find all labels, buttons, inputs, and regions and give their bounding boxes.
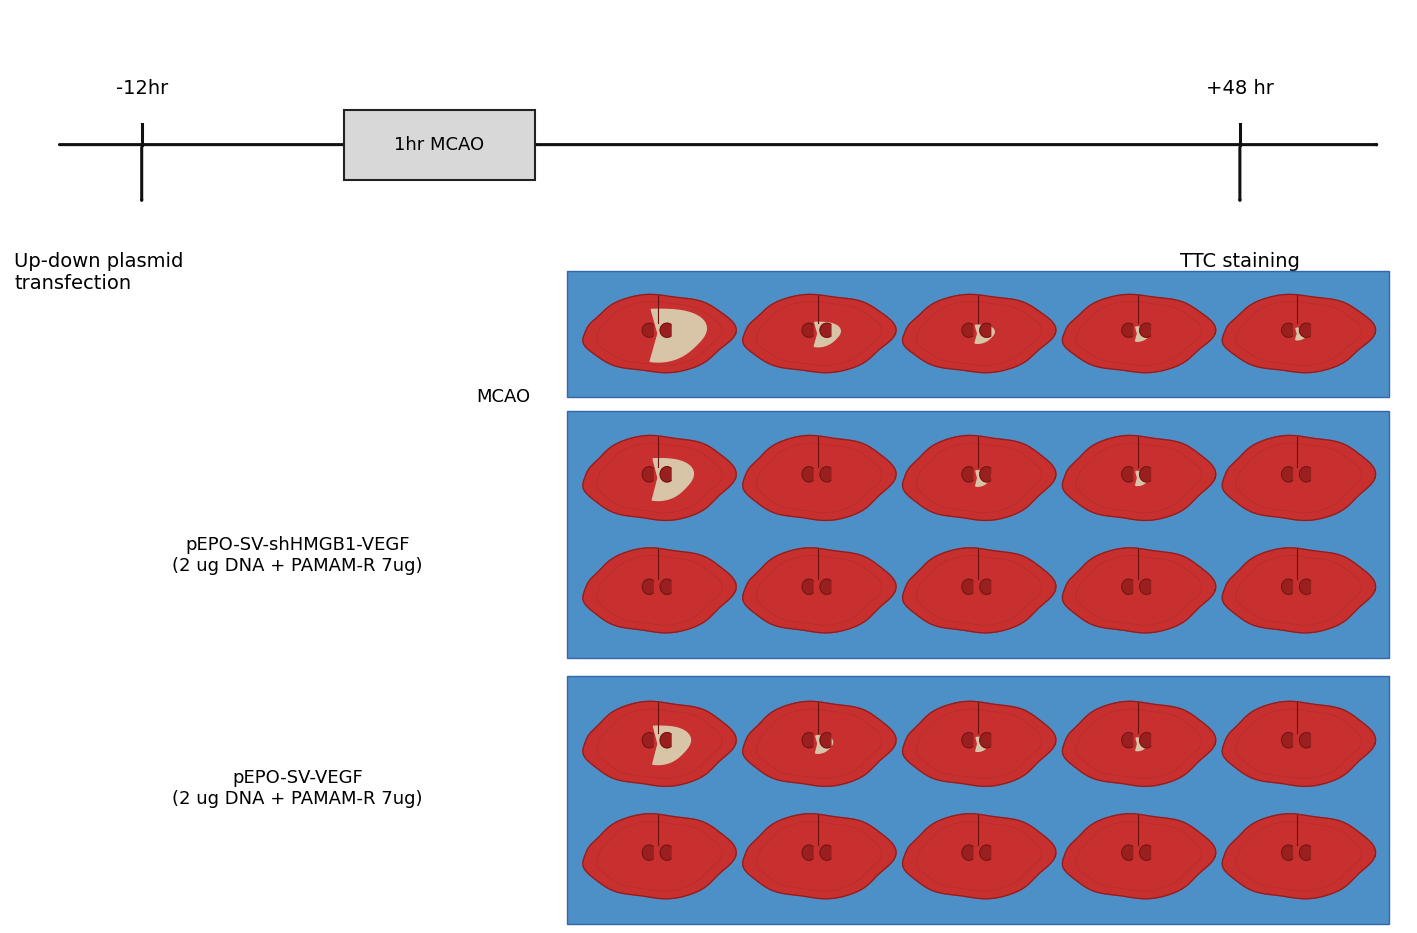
Polygon shape	[660, 732, 672, 748]
Polygon shape	[903, 295, 1056, 372]
Polygon shape	[962, 323, 973, 337]
Polygon shape	[962, 466, 973, 482]
Polygon shape	[1223, 814, 1376, 898]
Polygon shape	[1299, 466, 1311, 482]
Polygon shape	[1223, 436, 1376, 521]
Polygon shape	[743, 548, 896, 633]
Polygon shape	[802, 579, 813, 594]
Bar	[567, 676, 1389, 924]
Polygon shape	[820, 845, 830, 860]
Polygon shape	[1139, 323, 1151, 337]
Polygon shape	[1063, 702, 1216, 787]
Polygon shape	[802, 845, 813, 860]
Polygon shape	[976, 471, 990, 486]
Polygon shape	[1295, 328, 1308, 340]
Polygon shape	[815, 322, 840, 347]
Polygon shape	[820, 323, 830, 337]
Polygon shape	[979, 579, 990, 594]
Text: pEPO-SV-VEGF
(2 ug DNA + PAMAM-R 7ug): pEPO-SV-VEGF (2 ug DNA + PAMAM-R 7ug)	[173, 769, 422, 808]
Polygon shape	[1135, 471, 1149, 485]
Polygon shape	[1139, 466, 1151, 482]
Polygon shape	[582, 702, 737, 787]
Polygon shape	[642, 845, 653, 860]
Polygon shape	[962, 845, 973, 860]
Polygon shape	[1122, 732, 1132, 748]
Polygon shape	[1223, 548, 1376, 633]
Bar	[567, 271, 1389, 397]
Polygon shape	[1122, 323, 1132, 337]
Polygon shape	[743, 814, 896, 898]
Text: 1hr MCAO: 1hr MCAO	[394, 135, 485, 154]
Polygon shape	[642, 466, 653, 482]
Polygon shape	[1063, 814, 1216, 898]
Polygon shape	[979, 845, 990, 860]
Polygon shape	[1281, 732, 1292, 748]
Polygon shape	[582, 814, 737, 898]
Polygon shape	[652, 459, 693, 500]
Polygon shape	[1139, 845, 1151, 860]
Polygon shape	[802, 466, 813, 482]
Polygon shape	[1139, 579, 1151, 594]
FancyBboxPatch shape	[344, 110, 536, 179]
Polygon shape	[1063, 436, 1216, 521]
Polygon shape	[743, 436, 896, 521]
Polygon shape	[975, 326, 995, 343]
Polygon shape	[1122, 466, 1132, 482]
Polygon shape	[1281, 579, 1292, 594]
Polygon shape	[1299, 732, 1311, 748]
Polygon shape	[650, 310, 706, 362]
Polygon shape	[820, 732, 830, 748]
Polygon shape	[816, 736, 833, 753]
Text: MCAO: MCAO	[476, 387, 530, 406]
Polygon shape	[1063, 295, 1216, 372]
Polygon shape	[660, 466, 672, 482]
Polygon shape	[582, 548, 737, 633]
Polygon shape	[1139, 732, 1151, 748]
Polygon shape	[743, 295, 896, 372]
Polygon shape	[802, 323, 813, 337]
Polygon shape	[660, 323, 672, 337]
Text: TTC staining: TTC staining	[1180, 252, 1299, 271]
Bar	[567, 411, 1389, 658]
Polygon shape	[820, 579, 830, 594]
Polygon shape	[802, 732, 813, 748]
Polygon shape	[1122, 579, 1132, 594]
Text: -12hr: -12hr	[116, 79, 167, 98]
Polygon shape	[1299, 323, 1311, 337]
Polygon shape	[903, 548, 1056, 633]
Polygon shape	[642, 732, 653, 748]
Polygon shape	[642, 579, 653, 594]
Polygon shape	[582, 436, 737, 521]
Polygon shape	[1281, 323, 1292, 337]
Text: pEPO-SV-shHMGB1-VEGF
(2 ug DNA + PAMAM-R 7ug): pEPO-SV-shHMGB1-VEGF (2 ug DNA + PAMAM-R…	[173, 536, 422, 575]
Polygon shape	[979, 466, 990, 482]
Polygon shape	[582, 295, 737, 372]
Polygon shape	[962, 579, 973, 594]
Polygon shape	[903, 436, 1056, 521]
Polygon shape	[1136, 738, 1148, 751]
Polygon shape	[653, 726, 690, 764]
Polygon shape	[1122, 845, 1132, 860]
Polygon shape	[1299, 579, 1311, 594]
Polygon shape	[1063, 548, 1216, 633]
Polygon shape	[962, 732, 973, 748]
Text: Up-down plasmid
transfection: Up-down plasmid transfection	[14, 252, 184, 293]
Text: +48 hr: +48 hr	[1206, 79, 1274, 98]
Polygon shape	[979, 323, 990, 337]
Polygon shape	[1135, 327, 1151, 341]
Polygon shape	[820, 466, 830, 482]
Polygon shape	[1281, 466, 1292, 482]
Polygon shape	[979, 732, 990, 748]
Polygon shape	[1299, 845, 1311, 860]
Polygon shape	[903, 814, 1056, 898]
Polygon shape	[743, 702, 896, 787]
Polygon shape	[903, 702, 1056, 787]
Polygon shape	[976, 737, 989, 751]
Polygon shape	[1281, 845, 1292, 860]
Polygon shape	[660, 845, 672, 860]
Polygon shape	[1223, 295, 1376, 372]
Polygon shape	[660, 579, 672, 594]
Polygon shape	[642, 323, 653, 337]
Polygon shape	[1223, 702, 1376, 787]
